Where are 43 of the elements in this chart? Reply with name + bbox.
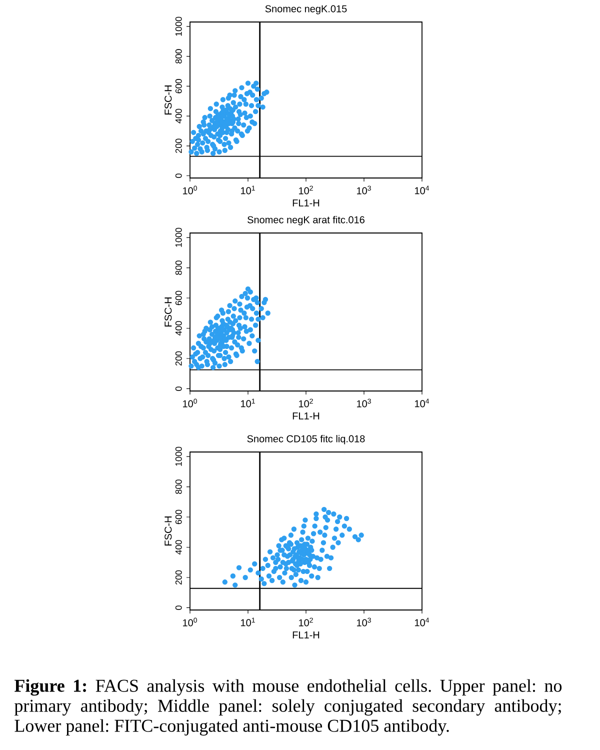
y-tick-label: 1000 <box>175 228 182 247</box>
x-tick-label: 10$^{0}$ <box>183 398 197 408</box>
y-tick-label: 600 <box>175 79 182 94</box>
y-tick-label: 400 <box>175 108 182 124</box>
x-tick-label: 10$^{3}$ <box>357 398 371 408</box>
y-tick-label: 1000 <box>175 446 182 466</box>
chart-title: Snomec negK.015 <box>265 5 347 14</box>
y-tick-label: 200 <box>175 351 182 366</box>
chart-title: Snomec CD105 fitc liq.018 <box>247 434 365 444</box>
y-tick-label: 600 <box>175 290 182 306</box>
x-tick-label: 10$^{4}$ <box>415 186 430 194</box>
y-axis-title: FSC-H <box>164 516 172 546</box>
y-tick-label: 0 <box>175 174 182 178</box>
x-tick-label: 10$^{4}$ <box>415 618 430 626</box>
text: Figure 1: FACS analysis with mouse endothelial cells. Upper panel: no primary antibody; Middle panel: solely conjugated secondary antibody; Lower panel: FITC-conjugated anti-mouse CD105 antibody. <box>14 679 562 736</box>
y-tick-label: 200 <box>175 138 182 153</box>
x-tick-label: 10$^{1}$ <box>241 186 255 194</box>
y-tick-label: 600 <box>175 510 182 524</box>
x-tick-label: 10$^{1}$ <box>241 398 255 408</box>
x-axis-title: FL1-H <box>292 412 320 420</box>
x-tick-label: 10$^{2}$ <box>299 398 313 408</box>
x-tick-label: 10$^{3}$ <box>357 186 371 194</box>
x-tick-label: 10$^{0}$ <box>183 618 197 626</box>
y-tick-label: 0 <box>175 606 182 610</box>
y-axis-title: FSC-H <box>164 86 172 114</box>
x-tick-label: 10$^{1}$ <box>241 618 255 626</box>
x-axis-title: FL1-H <box>292 200 320 206</box>
y-tick-label: 0 <box>175 386 182 391</box>
y-tick-label: 400 <box>175 321 182 336</box>
x-tick-label: 10$^{4}$ <box>415 398 430 408</box>
x-tick-label: 10$^{2}$ <box>299 186 313 194</box>
y-tick-label: 1000 <box>175 16 182 36</box>
y-tick-label: 800 <box>175 480 182 494</box>
x-tick-label: 10$^{0}$ <box>183 186 197 194</box>
y-tick-label: 800 <box>175 260 182 275</box>
x-tick-label: 10$^{2}$ <box>299 618 313 626</box>
y-tick-label: 400 <box>175 540 182 555</box>
x-tick-label: 10$^{3}$ <box>357 618 371 626</box>
x-axis-title: FL1-H <box>292 632 320 638</box>
y-tick-label: 200 <box>175 570 182 585</box>
y-axis-title: FSC-H <box>164 298 172 326</box>
y-tick-label: 800 <box>175 49 182 64</box>
chart-title: Snomec negK arat fitc.016 <box>248 216 364 226</box>
